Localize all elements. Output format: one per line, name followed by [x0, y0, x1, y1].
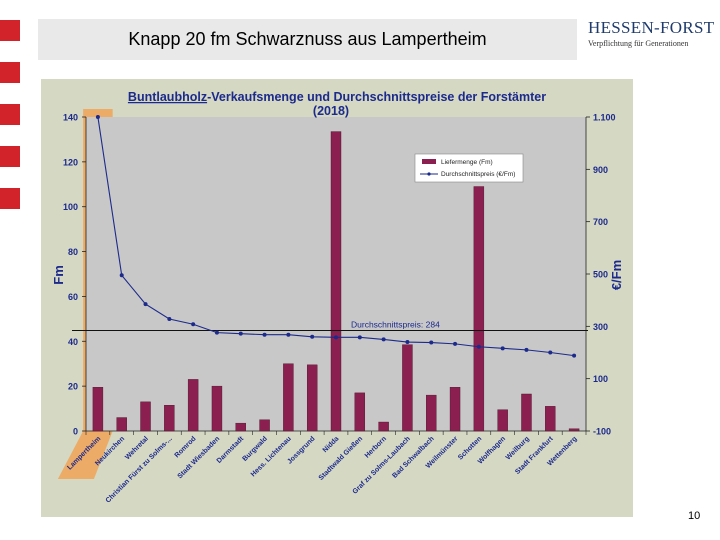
price-point [405, 340, 410, 345]
hessen-forst-logo: HESSEN-FORST Verpflichtung für Generatio… [588, 18, 715, 52]
price-point [548, 350, 553, 355]
y-axis-label: Fm [51, 265, 66, 285]
price-point [381, 337, 386, 342]
legend-line-label: Durchschnittspreis (€/Fm) [441, 171, 515, 178]
bar [259, 419, 270, 432]
logo-main-text: HESSEN-FORST [588, 18, 715, 37]
page-number: 10 [688, 510, 701, 522]
y2-tick-label: 500 [593, 270, 608, 280]
y2-tick-label: 100 [593, 374, 608, 384]
price-point [119, 273, 124, 278]
bar [402, 344, 413, 432]
price-point [143, 302, 148, 307]
side-accent-square-3 [0, 104, 20, 125]
bar [449, 387, 461, 432]
price-point [191, 322, 196, 327]
chart-svg: Buntlaubholz-Verkaufsmenge und Durchschn… [41, 79, 633, 517]
bar [306, 364, 318, 432]
price-point [310, 334, 315, 339]
price-point [524, 347, 529, 352]
price-point [572, 353, 577, 358]
bar [354, 392, 366, 432]
price-point [476, 344, 481, 349]
y2-axis-label: €/Fm [609, 260, 624, 290]
side-accent-square-5 [0, 188, 20, 209]
bar [378, 421, 389, 432]
bar [473, 186, 485, 432]
price-point [453, 341, 458, 346]
bar [235, 422, 246, 432]
bar [545, 406, 556, 432]
price-point [286, 332, 291, 337]
bar [330, 131, 342, 432]
bar [187, 379, 199, 432]
legend-bar-label: Liefermenge (Fm) [441, 159, 493, 166]
legend: Liefermenge (Fm) Durchschnittspreis (€/F… [414, 153, 524, 183]
bar [497, 409, 508, 432]
bar [164, 405, 175, 432]
side-accent-square-2 [0, 62, 20, 83]
price-point [262, 332, 267, 337]
y2-tick-label: 300 [593, 322, 608, 332]
bar [92, 387, 104, 432]
bar [211, 385, 223, 432]
legend-box [414, 153, 524, 183]
y-tick-label: 0 [73, 427, 78, 437]
y2-tick-label: 900 [593, 165, 608, 175]
price-point [357, 335, 362, 340]
logo-sub-text: Verpflichtung für Generationen [588, 39, 689, 48]
chart-title: Buntlaubholz-Verkaufsmenge und Durchschn… [128, 90, 546, 104]
y-tick-label: 100 [63, 202, 78, 212]
y-tick-label: 120 [63, 157, 78, 167]
side-accent-square-1 [0, 20, 20, 41]
price-point [429, 340, 434, 345]
legend-bar-swatch [422, 159, 436, 164]
y-tick-label: 20 [68, 382, 78, 392]
reference-line-label: Durchschnittspreis: 284 [351, 320, 440, 330]
y2-tick-label: 1.100 [593, 113, 616, 123]
price-point [167, 317, 172, 322]
y-tick-label: 140 [63, 113, 78, 123]
y-tick-label: 80 [68, 247, 78, 257]
bar [426, 394, 437, 432]
bar [283, 363, 294, 432]
bar [521, 393, 532, 432]
chart-title-underlined: Buntlaubholz [128, 90, 207, 104]
side-accent-square-4 [0, 146, 20, 167]
chart-container: Buntlaubholz-Verkaufsmenge und Durchschn… [41, 79, 633, 517]
price-point [95, 115, 100, 119]
y2-tick-label: -100 [593, 427, 611, 437]
price-point [238, 331, 243, 336]
bar [116, 417, 127, 432]
highlight-label-band [57, 431, 113, 479]
legend-line-marker [427, 172, 431, 176]
price-point [334, 335, 338, 340]
y2-tick-label: 700 [593, 217, 608, 227]
slide-title-box: Knapp 20 fm Schwarznuss aus Lampertheim [38, 19, 577, 60]
chart-title-line2: (2018) [313, 104, 349, 118]
y-tick-label: 40 [68, 337, 78, 347]
price-point [500, 346, 505, 351]
y-tick-label: 60 [68, 292, 78, 302]
bar [568, 428, 580, 432]
price-point [214, 330, 219, 335]
chart-title-rest: -Verkaufsmenge und Durchschnittspreise d… [207, 90, 546, 104]
slide-title: Knapp 20 fm Schwarznuss aus Lampertheim [128, 29, 487, 49]
bar [140, 401, 151, 432]
